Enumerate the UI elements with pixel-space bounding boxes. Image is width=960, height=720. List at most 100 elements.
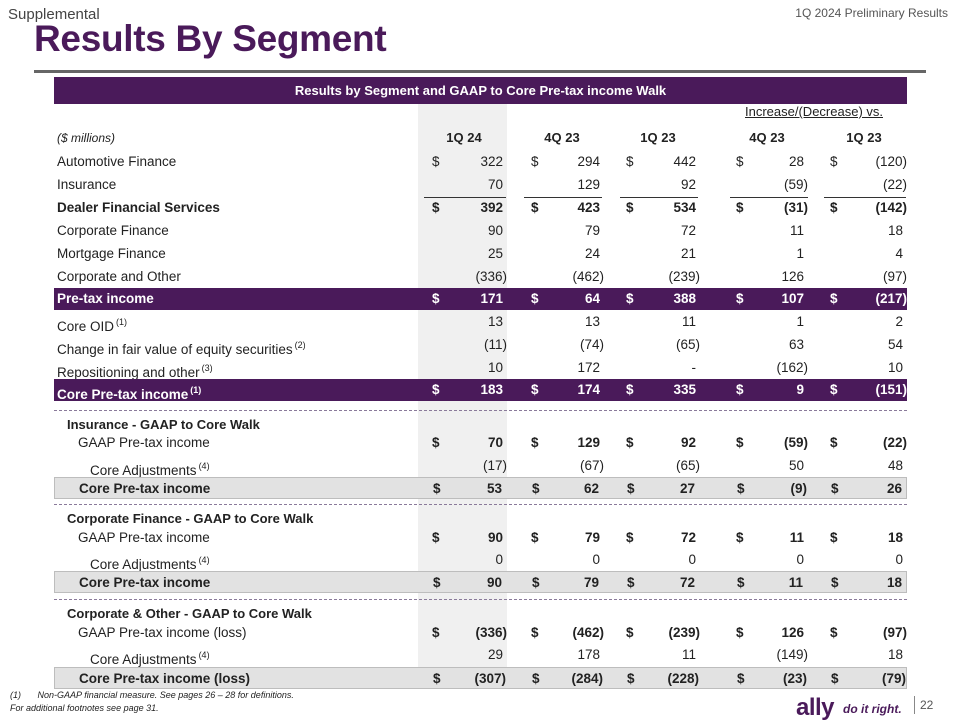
row-label-text: Core Adjustments [90, 557, 197, 572]
value-cell: (79) [881, 671, 906, 686]
dollar-sign: $ [433, 575, 441, 590]
dollar-sign: $ [532, 575, 540, 590]
value-cell: (162) [776, 360, 808, 375]
table-row: GAAP Pre-tax income $70 $129 $92 $ (59) $ (22) [54, 432, 907, 454]
dollar-sign: $ [432, 382, 440, 397]
dollar-sign: $ [736, 382, 744, 397]
dollar-sign: $ [830, 530, 838, 545]
value-cell: 18 [887, 223, 903, 238]
value-cell: 13 [584, 314, 600, 329]
dollar-sign: $ [626, 435, 634, 450]
value-cell: 388 [673, 291, 696, 306]
value-cell: 10 [887, 360, 903, 375]
row-label-text: GAAP Pre-tax income [78, 435, 210, 450]
footnote-1-number: (1) [10, 690, 21, 700]
supplemental-label: Supplemental [8, 6, 100, 23]
row-label: Corporate Finance [57, 220, 169, 242]
value-cell: (59) [783, 177, 808, 192]
value-cell: 13 [487, 314, 503, 329]
value-cell: 63 [788, 337, 804, 352]
value-cell: 107 [781, 291, 804, 306]
value-cell: 64 [584, 291, 600, 306]
value-cell: (228) [667, 671, 699, 686]
value-cell: (336) [475, 625, 507, 640]
dollar-sign: $ [531, 435, 539, 450]
value-cell: 90 [487, 223, 503, 238]
value-cell: 11 [681, 647, 696, 662]
page-number: 22 [920, 698, 934, 712]
row-label: Core Pre-tax income [79, 572, 210, 594]
dollar-sign: $ [433, 481, 441, 496]
value-cell: 72 [680, 223, 696, 238]
value-cell: 172 [577, 360, 600, 375]
dollar-sign: $ [531, 625, 539, 640]
value-cell: 11 [789, 223, 804, 238]
row-label-text: Core OID [57, 319, 115, 334]
value-cell: 423 [577, 200, 600, 215]
value-cell: (65) [675, 458, 700, 473]
title-rule [34, 70, 926, 73]
dollar-sign: $ [626, 154, 634, 169]
preliminary-label: 1Q 2024 Preliminary Results [795, 6, 948, 20]
dollar-sign: $ [531, 291, 539, 306]
row-label-text: Corporate and Other [57, 269, 181, 284]
row-label: GAAP Pre-tax income [78, 432, 210, 454]
value-cell: 0 [495, 552, 503, 567]
value-cell: 21 [680, 246, 696, 261]
dollar-sign: $ [531, 382, 539, 397]
dollar-sign: $ [432, 200, 440, 215]
section-title: Insurance - GAAP to Core Walk [67, 417, 260, 432]
dollar-sign: $ [432, 625, 440, 640]
page-title: Results By Segment [34, 18, 387, 59]
value-cell: 90 [486, 575, 502, 590]
row-label: GAAP Pre-tax income [78, 527, 210, 549]
value-cell: 79 [583, 575, 599, 590]
value-cell: 1 [796, 314, 804, 329]
subtotal-rule [730, 197, 808, 198]
row-label: Core Adjustments (4) [90, 455, 210, 482]
row-label: Core Adjustments (4) [90, 549, 210, 576]
value-cell: (65) [675, 337, 700, 352]
increase-decrease-label: Increase/(Decrease) vs. [745, 104, 883, 119]
section-divider [54, 410, 907, 411]
dollar-sign: $ [831, 481, 839, 496]
value-cell: 24 [584, 246, 600, 261]
value-cell: (336) [475, 269, 507, 284]
dollar-sign: $ [432, 154, 440, 169]
value-cell: (239) [668, 269, 700, 284]
dollar-sign: $ [627, 575, 635, 590]
dollar-sign: $ [626, 291, 634, 306]
table-row: Core OID (1) 13 13 11 1 2 [54, 311, 907, 334]
footnote-ref: (2) [294, 340, 306, 350]
value-cell: 26 [886, 481, 902, 496]
row-label: GAAP Pre-tax income (loss) [78, 622, 247, 644]
table-row: Core Pre-tax income $53 $62 $27 $ (9) $26 [54, 477, 907, 499]
value-cell: 11 [788, 575, 803, 590]
dollar-sign: $ [626, 200, 634, 215]
value-cell: (23) [782, 671, 807, 686]
row-label-text: Pre-tax income [57, 291, 154, 306]
dollar-sign: $ [830, 291, 838, 306]
value-cell: 53 [486, 481, 502, 496]
dollar-sign: $ [831, 575, 839, 590]
footnote-1-text: Non-GAAP financial measure. See pages 26… [37, 690, 294, 700]
value-cell: 48 [887, 458, 903, 473]
row-label: Core Pre-tax income (loss) [79, 668, 250, 690]
value-cell: 129 [577, 177, 600, 192]
section-divider [54, 504, 907, 505]
column-header-row: ($ millions) 1Q 24 4Q 23 1Q 23 4Q 23 1Q 23 [54, 127, 907, 149]
value-cell: 90 [487, 530, 503, 545]
row-label-text: Repositioning and other [57, 365, 200, 380]
table-row: Insurance 70 129 92 (59) (22) [54, 174, 907, 196]
table-row: Mortgage Finance 25 24 21 1 4 [54, 243, 907, 265]
row-label-text: Core Pre-tax income [79, 481, 211, 496]
row-label-text: Automotive Finance [57, 154, 177, 169]
table-row: Core Adjustments (4) 29 178 11 (149) 18 [54, 644, 907, 667]
value-cell: 62 [583, 481, 599, 496]
value-cell: (149) [776, 647, 808, 662]
dollar-sign: $ [831, 671, 839, 686]
row-label: Pre-tax income [57, 288, 154, 310]
value-cell: 0 [796, 552, 804, 567]
value-cell: (31) [783, 200, 808, 215]
table-row: Core Adjustments (4) 0 0 0 0 0 [54, 549, 907, 572]
